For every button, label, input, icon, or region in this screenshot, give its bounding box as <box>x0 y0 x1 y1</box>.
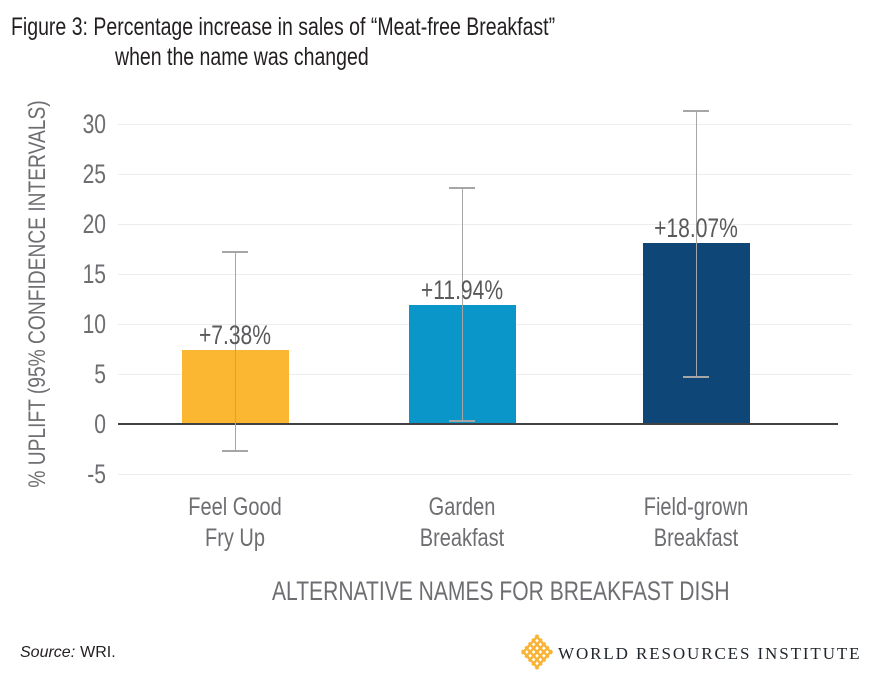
gridline-20 <box>118 224 852 225</box>
gridline-15 <box>118 274 852 275</box>
source-note: Source: WRI. <box>20 644 116 662</box>
y-tick-label-25: 25 <box>82 159 106 189</box>
error-bar-cap-top <box>449 187 475 189</box>
category-label-feel-good-fry-up-line2: Fry Up <box>205 524 265 552</box>
error-bar-field-grown-breakfast <box>696 110 697 377</box>
x-axis-zero-line <box>118 423 838 425</box>
bar-value-label-field-grown-breakfast: +18.07% <box>654 213 738 244</box>
category-label-feel-good-fry-up-line1: Feel Good <box>188 493 282 521</box>
y-tick-label-30: 30 <box>82 109 106 139</box>
y-tick-label-15: 15 <box>82 259 106 289</box>
bar-value-label-feel-good-fry-up: +7.38% <box>198 320 272 351</box>
error-bar-cap-top <box>683 110 709 112</box>
x-axis-title: ALTERNATIVE NAMES FOR BREAKFAST DISH <box>272 576 730 606</box>
figure-title-line1: Figure 3: Percentage increase in sales o… <box>11 13 556 41</box>
y-tick-label-5: 5 <box>94 359 106 389</box>
y-tick-label-10: 10 <box>82 309 106 339</box>
category-label-garden-breakfast-line1: Garden <box>428 493 496 521</box>
category-label-field-grown-breakfast-line2: Breakfast <box>653 524 739 552</box>
gridline--5 <box>118 474 852 475</box>
gridline-25 <box>118 174 852 175</box>
error-bar-garden-breakfast <box>462 187 463 421</box>
error-bar-cap-bottom <box>222 450 248 452</box>
error-bar-cap-bottom <box>683 376 709 378</box>
figure-title-line2: when the name was changed <box>115 43 369 71</box>
category-label-field-grown-breakfast-line1: Field-grown <box>643 493 749 521</box>
error-bar-cap-bottom <box>449 420 475 422</box>
error-bar-feel-good-fry-up <box>235 251 236 451</box>
gridline-30 <box>118 124 852 125</box>
error-bar-cap-top <box>222 251 248 253</box>
source-label: Source: <box>20 644 76 661</box>
wri-lattice-icon <box>520 633 554 671</box>
source-value: WRI. <box>80 644 116 661</box>
y-tick-label-20: 20 <box>82 209 106 239</box>
category-label-garden-breakfast-line2: Breakfast <box>419 524 505 552</box>
y-tick-label--5: -5 <box>87 459 106 489</box>
y-tick-label-0: 0 <box>94 409 106 439</box>
wri-logo-text: WORLD RESOURCES INSTITUTE <box>558 644 862 663</box>
bar-value-label-garden-breakfast: +11.94% <box>420 274 504 305</box>
